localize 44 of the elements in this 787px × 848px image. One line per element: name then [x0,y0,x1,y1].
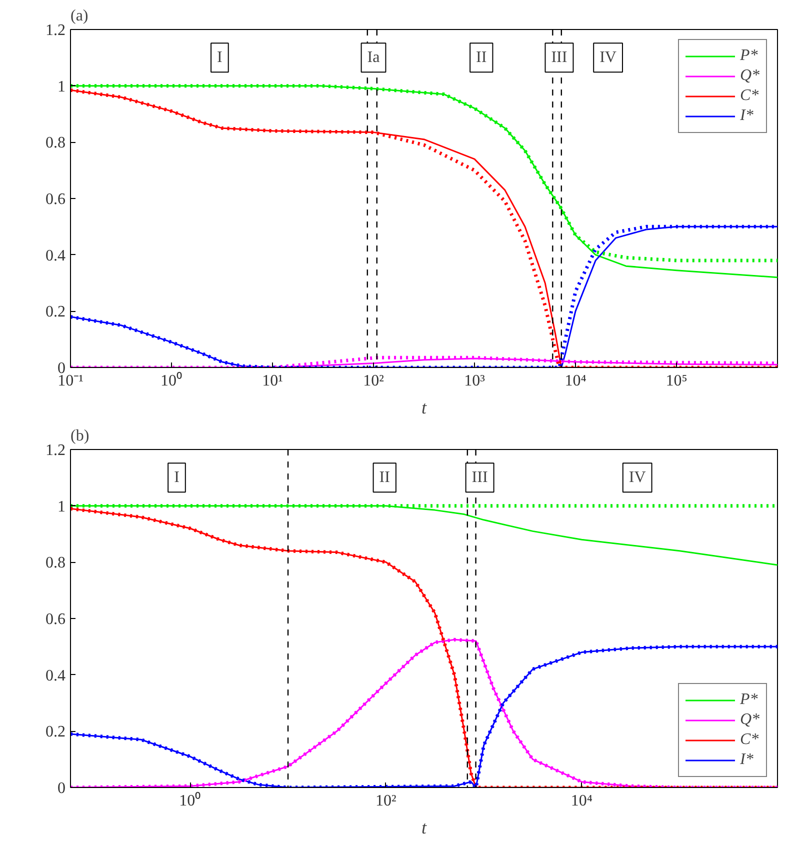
legend-label: Q* [740,711,760,729]
x-tick-label: 10¹ [262,372,284,390]
x-axis-title: t [422,818,428,838]
x-tick-label: 10⁰ [179,792,202,810]
y-tick-label: 1.2 [46,22,66,39]
y-tick-label: 0.4 [46,667,66,684]
chart-title: (a) [70,8,88,24]
legend-label: C* [740,87,760,105]
annotation: III [551,49,568,66]
legend-label: P* [740,47,759,65]
legend-label: I* [740,107,754,125]
y-tick-label: 0 [58,780,66,797]
x-axis-title: t [422,398,428,418]
x-tick-label: 10⁻¹ [58,372,84,390]
y-tick-label: 0.6 [46,611,66,628]
x-tick-label: 10² [376,792,397,810]
legend-label: P* [740,691,759,709]
y-tick-label: 0.2 [46,304,66,321]
y-tick-label: 0.8 [46,554,66,572]
legend-label: Q* [740,67,760,85]
y-tick-label: 0.4 [46,247,66,264]
x-tick-label: 10² [363,372,384,390]
x-tick-label: 10³ [464,372,486,390]
x-tick-label: 10⁵ [666,372,688,390]
legend-label: C* [740,731,760,749]
x-tick-label: 10⁴ [570,792,593,810]
annotation: II [476,49,487,66]
x-tick-label: 10⁴ [564,372,587,390]
annotation: II [379,469,390,486]
x-tick-label: 10⁰ [160,372,182,390]
annotation: IV [600,49,617,66]
chart-title: (b) [70,428,90,444]
y-tick-label: 1 [58,78,66,96]
annotation: Ia [367,49,380,66]
annotation: I [217,49,222,66]
y-tick-label: 0.2 [46,724,66,741]
y-tick-label: 0.8 [46,134,66,152]
annotation: IV [628,469,646,486]
y-tick-label: 1.2 [46,442,66,459]
y-tick-label: 0.6 [46,191,66,208]
legend-label: I* [740,751,754,769]
y-tick-label: 1 [58,498,66,516]
annotation: I [174,469,180,486]
annotation: III [472,469,488,486]
